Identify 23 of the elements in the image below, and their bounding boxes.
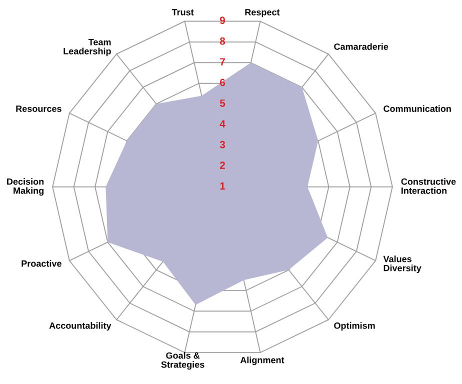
y-tick-label: 4 xyxy=(220,120,226,128)
spoke-label: Proactive xyxy=(22,260,62,267)
y-tick-label: 7 xyxy=(220,58,225,66)
y-tick-label: 3 xyxy=(220,140,226,148)
y-tick-label: 2 xyxy=(220,162,225,169)
y-tick-label: 5 xyxy=(220,100,226,107)
spoke-label: Camaraderie xyxy=(334,43,388,50)
spoke-label: Values Diversity xyxy=(383,256,422,274)
spoke-label: Optimism xyxy=(334,322,375,331)
y-tick-label: 1 xyxy=(220,182,226,190)
spoke-label: Decision Making xyxy=(7,178,44,196)
y-tick-label: 9 xyxy=(220,16,226,24)
spoke-label: Team Leadership xyxy=(64,39,111,56)
y-tick-label: 8 xyxy=(220,37,226,45)
y-tick-label: 6 xyxy=(220,78,226,86)
spoke-label: Alignment xyxy=(240,356,284,366)
spoke-label: Accountability xyxy=(49,322,112,331)
spoke-label: Goals & Strategies xyxy=(161,352,204,370)
spoke-label: Communication xyxy=(384,105,451,112)
spoke-label: Constructive Interaction xyxy=(401,178,456,194)
spoke-label: Respect xyxy=(245,9,280,18)
spoke-label: Resources xyxy=(16,106,62,112)
spoke-label: Trust xyxy=(172,9,194,16)
